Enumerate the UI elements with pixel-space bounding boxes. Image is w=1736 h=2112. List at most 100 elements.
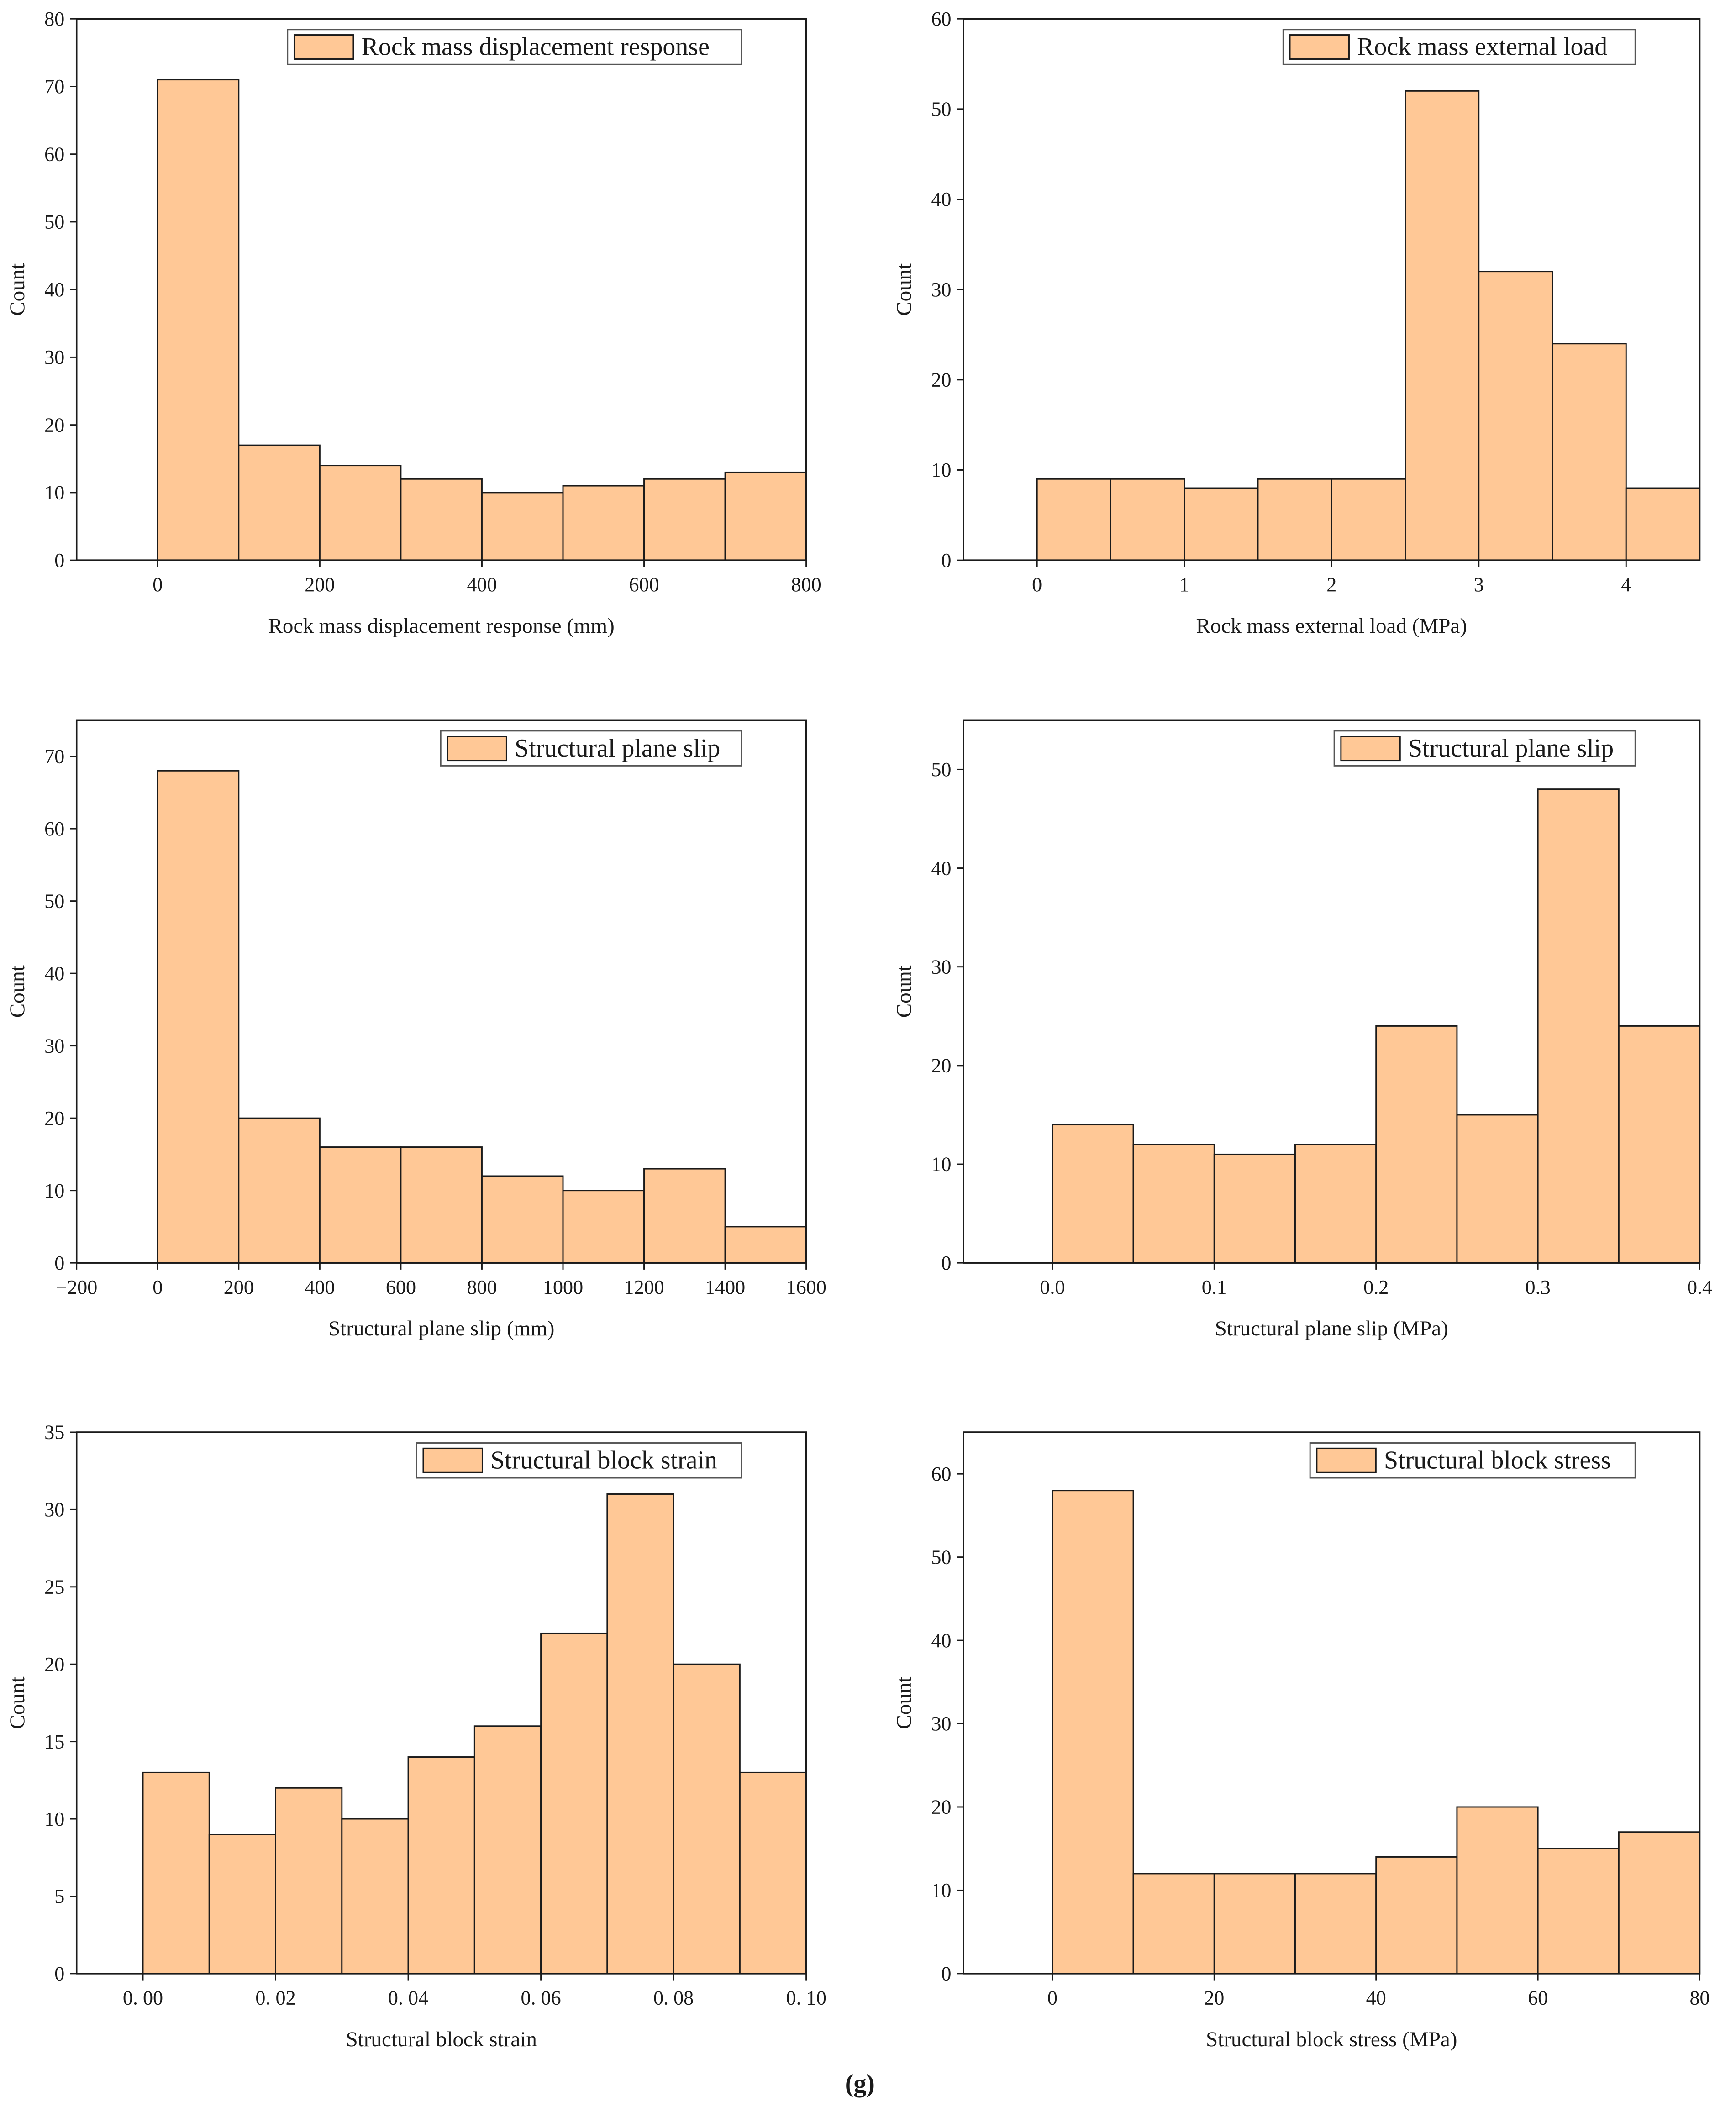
bar [473, 1725, 542, 1975]
y-tick-label: 60 [44, 818, 64, 840]
x-tick-label: 0 [153, 1276, 163, 1298]
bar [1213, 1153, 1296, 1264]
plot-frame [963, 1431, 1701, 1975]
bar [1618, 1831, 1701, 1975]
x-tick-label: 80 [1689, 1987, 1710, 2009]
y-tick-label: 20 [44, 1653, 64, 1676]
bar [562, 485, 645, 561]
bar [400, 1146, 483, 1264]
y-tick-label: 50 [44, 211, 64, 233]
legend-swatch [422, 1447, 483, 1473]
y-tick-label: 60 [931, 8, 951, 30]
bar [562, 1190, 645, 1264]
y-tick-label: 40 [931, 188, 951, 210]
y-tick-label: 30 [44, 346, 64, 368]
y-tick-label: 70 [44, 75, 64, 98]
x-tick-label: 0. 00 [123, 1987, 163, 2009]
bar [673, 1663, 741, 1975]
bar [1456, 1806, 1539, 1975]
x-tick-label: 800 [791, 573, 821, 596]
bar [1375, 1025, 1458, 1264]
y-tick-label: 30 [931, 956, 951, 978]
histogram-chart-2: 0 10 20 30 40 50 60 0 1 2 3 4 Rock mass external loa… [892, 8, 1701, 638]
bar [157, 770, 240, 1264]
legend-label: Structural block strain [490, 1446, 717, 1474]
bar [1375, 1856, 1458, 1975]
y-tick-label: 10 [44, 1179, 64, 1202]
y-tick-label: 70 [44, 745, 64, 767]
bar [540, 1632, 608, 1975]
y-axis-label: Count [892, 1676, 916, 1729]
x-tick-label: 0.4 [1687, 1276, 1712, 1298]
bar [157, 79, 240, 561]
bar [606, 1493, 674, 1975]
bar [1184, 487, 1259, 561]
x-tick-label: 0.1 [1202, 1276, 1227, 1298]
y-tick-label: 35 [44, 1421, 64, 1444]
y-tick-label: 50 [931, 98, 951, 121]
y-tick-label: 10 [931, 1879, 951, 1902]
bar [1618, 1025, 1701, 1264]
bar [319, 1146, 402, 1264]
bar [1552, 343, 1627, 561]
legend-swatch [1289, 34, 1350, 60]
bar [1052, 1124, 1134, 1264]
x-tick-label: 0 [1032, 573, 1042, 596]
bar [1294, 1144, 1377, 1264]
y-axis-label: Count [892, 965, 916, 1018]
x-tick-label: 1600 [786, 1276, 826, 1298]
bar [481, 492, 564, 561]
legend-label: Structural block stress [1384, 1446, 1611, 1474]
legend-swatch [1340, 736, 1401, 762]
y-tick-label: 0 [941, 1252, 951, 1274]
plot-frame [75, 1431, 807, 1975]
x-tick-label: 1 [1179, 573, 1189, 596]
x-tick-label: 0. 02 [255, 1987, 295, 2009]
y-axis-label: Count [5, 965, 29, 1018]
x-tick-label: 0 [153, 573, 163, 596]
bar [407, 1756, 475, 1975]
bar [1110, 478, 1185, 561]
x-tick-label: 1200 [624, 1276, 664, 1298]
bar [1052, 1490, 1134, 1975]
y-tick-label: 50 [931, 1546, 951, 1568]
x-tick-label: 40 [1366, 1987, 1386, 2009]
bar [1036, 478, 1111, 561]
bar [208, 1834, 276, 1975]
x-tick-label: 400 [305, 1276, 335, 1298]
bar [724, 1226, 807, 1264]
y-tick-label: 30 [931, 1713, 951, 1735]
y-tick-label: 50 [44, 890, 64, 912]
y-tick-label: 60 [931, 1463, 951, 1485]
bar [724, 471, 807, 561]
bar [1213, 1873, 1296, 1975]
bar [1331, 478, 1406, 561]
histogram-chart-5: 0 5 10 15 20 25 30 35 0. 00 0. 02 0. 04 0. 06 0. 08 0… [5, 1421, 826, 2051]
plot-frame [75, 719, 807, 1264]
legend-label: Structural plane slip [515, 734, 720, 762]
x-tick-label: 2 [1326, 573, 1336, 596]
x-tick-label: 0.0 [1040, 1276, 1065, 1298]
x-tick-label: 0. 06 [521, 1987, 561, 2009]
bar [643, 478, 726, 561]
bar [142, 1771, 210, 1975]
x-tick-label: 400 [467, 573, 497, 596]
legend-label: Rock mass external load [1357, 33, 1607, 61]
y-tick-label: 30 [931, 278, 951, 301]
x-tick-label: −200 [56, 1276, 97, 1298]
bar [275, 1787, 343, 1975]
y-tick-label: 40 [931, 857, 951, 879]
bar [341, 1818, 409, 1975]
bar [1132, 1873, 1215, 1975]
bar [1456, 1114, 1539, 1264]
x-tick-label: 60 [1528, 1987, 1548, 2009]
y-tick-label: 0 [941, 1963, 951, 1985]
legend-swatch [293, 34, 354, 60]
histogram-chart-6: 0 10 20 30 40 50 60 0 20 40 60 80 Structural block s… [892, 1431, 1710, 2051]
x-tick-label: 200 [224, 1276, 254, 1298]
y-axis-label: Count [5, 1676, 29, 1729]
bar [1478, 271, 1553, 561]
y-tick-label: 50 [931, 758, 951, 781]
